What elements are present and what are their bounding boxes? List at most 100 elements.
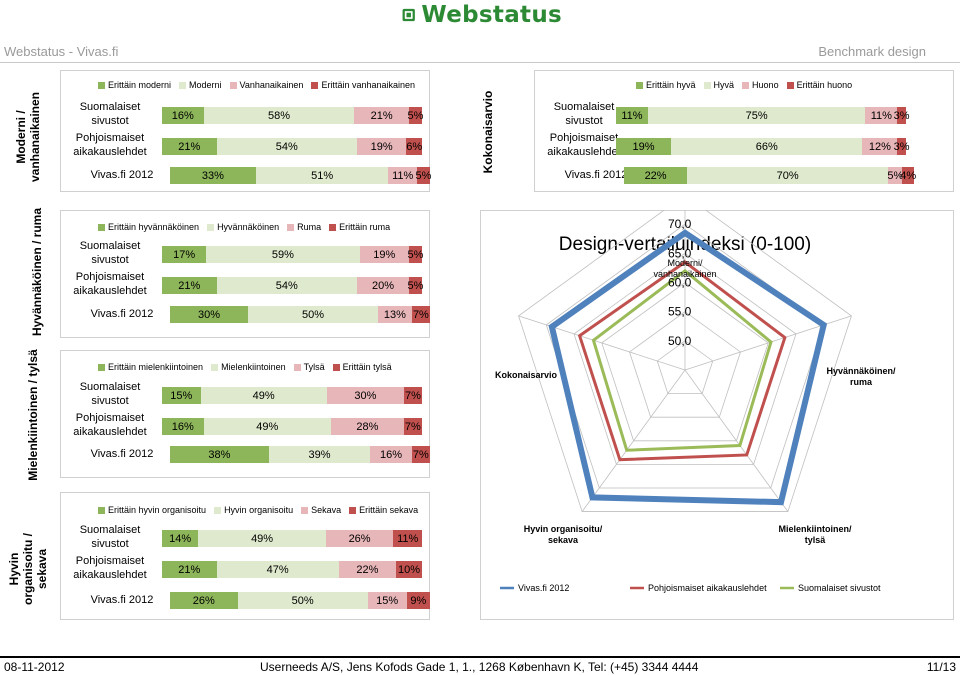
section-title-organized: Hyvin organisoitu / sekava xyxy=(7,533,49,605)
bar-segment: 19% xyxy=(359,246,409,263)
bar-segment: 7% xyxy=(403,387,422,404)
radar-axis-label: Hyvännäköinen/ ruma xyxy=(826,366,896,387)
legend-label: Erittäin sekava xyxy=(359,505,419,515)
bar-segment: 16% xyxy=(162,107,204,124)
bar-segment: 5% xyxy=(408,107,423,124)
legend-item: Erittäin moderni xyxy=(98,80,171,90)
footer-divider xyxy=(0,656,960,658)
stacked-bar: 14% 49% 26% 11% xyxy=(162,530,422,547)
legend-item: Sekava xyxy=(301,505,341,515)
bar-segment: 49% xyxy=(198,530,326,547)
category-label: Pohjoismaiset aikakauslehdet xyxy=(73,132,147,158)
stacked-bar: 11% 75% 11% 3% xyxy=(616,107,910,124)
stacked-bar: 30% 50% 13% 7% xyxy=(170,306,430,323)
legend-swatch xyxy=(293,363,301,371)
bar-segment: 21% xyxy=(162,561,217,578)
legend-label: Erittäin hyvännäköinen xyxy=(108,222,200,232)
category-label: Vivas.fi 2012 xyxy=(90,169,154,181)
legend-item: Hyvä xyxy=(703,80,735,90)
legend-label: Erittäin moderni xyxy=(108,80,172,90)
legend-swatch xyxy=(301,506,309,514)
bar-segment: 16% xyxy=(370,446,412,463)
bar-segment: 49% xyxy=(200,387,327,404)
legend-swatch xyxy=(349,506,357,514)
bar-segment: 28% xyxy=(330,418,404,435)
legend-label: Ruma xyxy=(297,222,322,232)
legend-label: Erittäin mielenkiintoinen xyxy=(108,362,204,372)
category-label: Suomalaiset sivustot xyxy=(79,524,141,550)
legend-label: Moderni xyxy=(189,80,222,90)
legend-label: Erittäin ruma xyxy=(339,222,391,232)
radar-series-line xyxy=(591,268,773,452)
beauty-legend: Erittäin hyvännäköinen Hyvännäköinen Ruma E… xyxy=(98,222,398,232)
radar-spoke xyxy=(581,369,686,512)
bar-segment: 30% xyxy=(326,387,404,404)
overall-legend: Erittäin hyvä Hyvä Huono Erittäin huono xyxy=(636,80,860,90)
bar-segment: 6% xyxy=(406,138,422,155)
bar-segment: 11% xyxy=(865,107,898,124)
bar-segment: 19% xyxy=(356,138,407,155)
legend-item: Erittäin hyvännäköinen xyxy=(98,222,199,232)
legend-item: Mielenkiintoinen xyxy=(211,362,286,372)
radar-legend-label: Suomalaiset sivustot xyxy=(798,583,881,593)
legend-swatch xyxy=(211,363,219,371)
legend-swatch xyxy=(98,81,105,89)
panel-radar xyxy=(480,210,954,620)
bar-segment: 26% xyxy=(325,530,394,547)
legend-swatch xyxy=(207,223,215,231)
organized-legend: Erittäin hyvin organisoitu Hyvin organiso… xyxy=(98,505,426,515)
interest-legend: Erittäin mielenkiintoinen Mielenkiintoine… xyxy=(98,362,400,372)
legend-label: Hyvännäköinen xyxy=(217,222,280,232)
stacked-bar: 38% 39% 16% 7% xyxy=(170,446,430,463)
legend-swatch xyxy=(214,506,222,514)
legend-label: Erittäin huono xyxy=(796,80,853,90)
legend-label: Huono xyxy=(752,80,779,90)
logo-text: Webstatus xyxy=(421,2,562,28)
legend-label: Hyvä xyxy=(713,80,735,90)
category-label: Vivas.fi 2012 xyxy=(564,169,628,181)
radar-axis-label: Kokonaisarvio xyxy=(494,370,558,380)
legend-swatch xyxy=(98,223,105,231)
header-divider xyxy=(0,62,960,63)
bar-segment: 21% xyxy=(162,138,217,155)
legend-item: Tylsä xyxy=(293,362,325,372)
section-title-interest: Mielenkiintoinen / tylsä xyxy=(26,349,40,481)
radar-spoke xyxy=(518,315,686,371)
category-label: Suomalaiset sivustot xyxy=(79,101,141,127)
stacked-bar: 21% 47% 22% 10% xyxy=(162,561,422,578)
bar-segment: 14% xyxy=(162,530,199,547)
category-label: Pohjoismaiset aikakauslehdet xyxy=(73,555,147,581)
bar-segment: 66% xyxy=(671,138,863,155)
bar-segment: 3% xyxy=(894,138,910,155)
stacked-bar: 16% 58% 21% 5% xyxy=(162,107,423,124)
stacked-bar: 17% 59% 19% 5% xyxy=(162,246,423,263)
legend-label: Hyvin organisoitu xyxy=(224,505,294,515)
legend-label: Sekava xyxy=(311,505,342,515)
bar-segment: 7% xyxy=(403,418,422,435)
report-title: Benchmark design xyxy=(818,44,926,59)
bar-segment: 39% xyxy=(268,446,371,463)
bar-segment: 47% xyxy=(216,561,339,578)
bar-segment: 26% xyxy=(170,592,238,609)
bar-segment: 22% xyxy=(338,561,396,578)
bar-segment: 20% xyxy=(356,277,409,294)
legend-item: Ruma xyxy=(287,222,321,232)
bar-segment: 30% xyxy=(170,306,248,323)
logo-icon xyxy=(402,8,415,22)
bar-segment: 15% xyxy=(162,387,201,404)
category-label: Vivas.fi 2012 xyxy=(90,594,154,606)
category-label: Pohjoismaiset aikakauslehdet xyxy=(73,412,147,438)
radar-spoke xyxy=(684,369,789,512)
bar-segment: 21% xyxy=(162,277,217,294)
radar-axis-label: Mielenkiintoinen/ tylsä xyxy=(778,524,852,545)
section-title-modern: Moderni / vanhanaikainen xyxy=(14,91,42,183)
bar-segment: 7% xyxy=(411,306,430,323)
radar-tick-label: 60,0 xyxy=(668,276,692,290)
section-title-beauty: Hyvännäköinen / ruma xyxy=(30,207,44,337)
legend-item: Erittäin mielenkiintoinen xyxy=(98,362,203,372)
legend-item: Erittäin hyvin organisoitu xyxy=(98,505,206,515)
radar-tick-label: 65,0 xyxy=(668,246,692,260)
bar-segment: 16% xyxy=(162,418,204,435)
legend-swatch xyxy=(98,506,105,514)
